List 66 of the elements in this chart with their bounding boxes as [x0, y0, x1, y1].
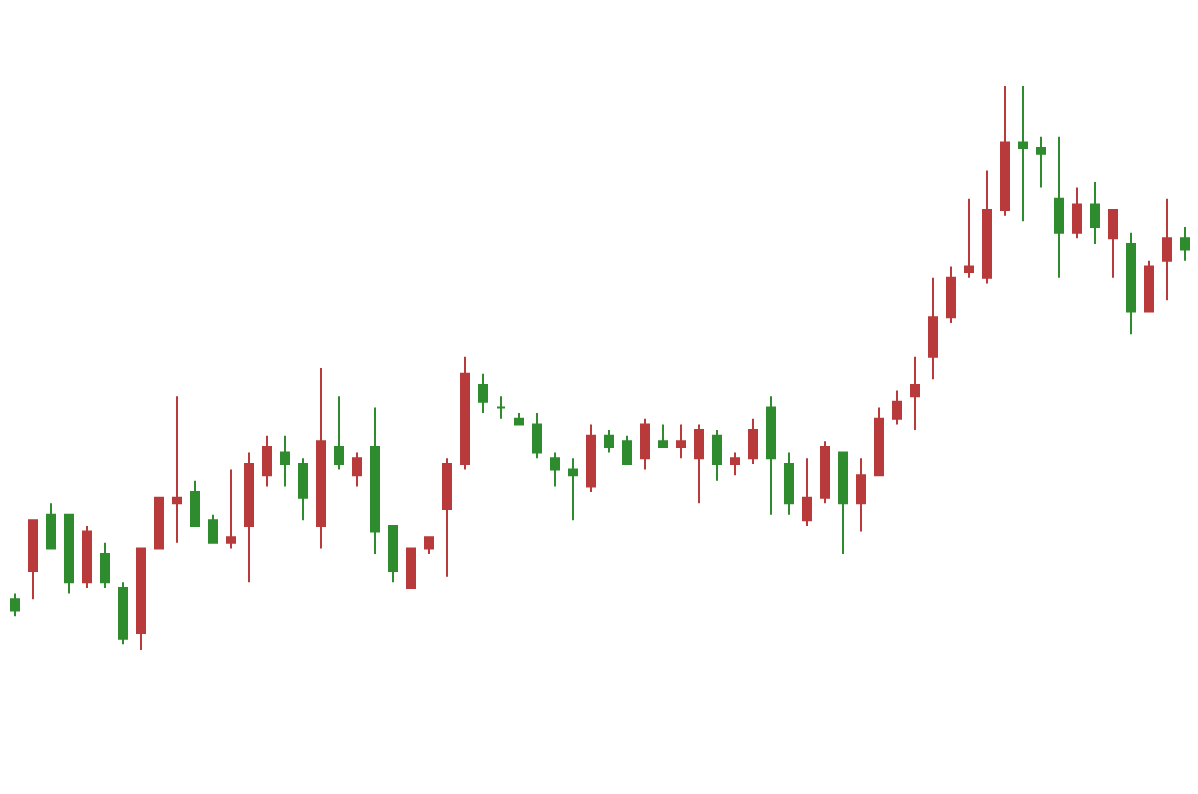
candlestick [856, 457, 866, 533]
candlestick [1162, 197, 1172, 302]
candlestick [460, 355, 470, 471]
candlestick [802, 457, 812, 527]
candlestick [442, 457, 452, 578]
candlestick [748, 417, 758, 465]
candlestick [172, 395, 182, 544]
candlestick [1180, 226, 1190, 262]
candlestick [910, 355, 920, 432]
candlestick [496, 395, 506, 420]
candlestick [64, 513, 74, 595]
candlestick [118, 581, 128, 646]
candlestick [1018, 85, 1028, 223]
candlestick [1072, 186, 1082, 240]
candlestick [676, 423, 686, 460]
candlestick [82, 524, 92, 589]
candlestick [514, 412, 524, 426]
candlestick [964, 197, 974, 279]
candlestick [478, 372, 488, 415]
candlestick [874, 406, 884, 477]
candlestick [820, 440, 830, 505]
candlestick [244, 451, 254, 584]
candlestick [298, 457, 308, 522]
candlestick [586, 423, 596, 494]
candlestick [334, 395, 344, 471]
candlestick [838, 451, 848, 556]
candlestick [532, 412, 542, 460]
candlestick [424, 536, 434, 556]
candlestick [982, 169, 992, 285]
candlestick [1144, 259, 1154, 313]
candlestick [766, 395, 776, 516]
candlestick [946, 265, 956, 324]
candlestick [154, 496, 164, 550]
candlestick [1000, 85, 1010, 217]
candlestick [622, 434, 632, 465]
candlestick [1126, 231, 1136, 336]
candlestick [262, 434, 272, 488]
candlestick [226, 468, 236, 550]
candlestick [1054, 135, 1064, 279]
candlestick [190, 479, 200, 527]
candlestick [136, 547, 146, 651]
candlestick [1090, 180, 1100, 245]
candlestick [640, 417, 650, 471]
candlestick [928, 276, 938, 381]
candlestick [352, 451, 362, 488]
candlestick [10, 592, 20, 618]
candlestick [892, 389, 902, 426]
candlestick [208, 513, 218, 544]
candlestick [280, 434, 290, 488]
candlestick [370, 406, 380, 556]
candlestick [316, 367, 326, 550]
candlestick [1108, 209, 1118, 279]
candlestick [730, 451, 740, 477]
candlestick [46, 502, 56, 550]
candlestick [568, 457, 578, 522]
candlestick [28, 519, 38, 601]
candlestick [550, 451, 560, 488]
candlestick [784, 451, 794, 516]
candlestick [604, 429, 614, 454]
candlestick [100, 541, 110, 589]
candlestick [658, 423, 668, 448]
candlestick [388, 524, 398, 584]
candlestick [712, 429, 722, 482]
candlestick [694, 423, 704, 505]
candlestick [406, 547, 416, 589]
candlestick [1036, 135, 1046, 189]
